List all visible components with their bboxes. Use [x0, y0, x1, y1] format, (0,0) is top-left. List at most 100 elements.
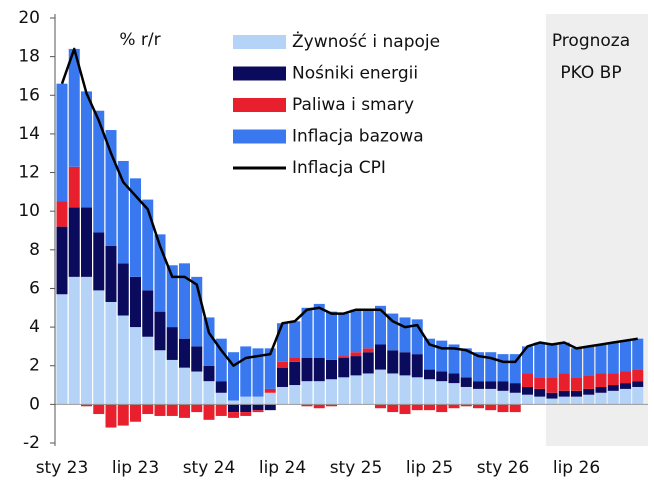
bar-segment [326, 311, 337, 360]
bar-segment [289, 385, 301, 405]
bar-segment [485, 404, 497, 411]
bar-segment [497, 381, 509, 391]
bar-segment [448, 383, 460, 405]
x-tick-label: sty 24 [183, 458, 236, 478]
bar-segment [191, 371, 203, 405]
bar-segment [338, 377, 350, 405]
bar-segment [399, 317, 411, 353]
x-tick-label: sty 26 [477, 458, 530, 478]
bar-segment [240, 396, 252, 405]
bar-segment [583, 394, 595, 405]
bar-segment [93, 290, 105, 405]
bar-segment [154, 311, 166, 351]
bar-segment [485, 352, 497, 382]
bar-segment [620, 388, 631, 405]
bar-segment [93, 232, 105, 291]
bar-segment [203, 404, 215, 420]
bar-segment [105, 404, 117, 428]
legend-swatch [233, 35, 286, 49]
bar-segment [558, 342, 570, 374]
bar-segment [399, 404, 411, 415]
bar-segment [558, 390, 570, 397]
bar-segment [191, 276, 203, 347]
bar-segment [632, 338, 644, 370]
bar-segment [436, 340, 448, 372]
bar-segment [632, 386, 644, 405]
bar-segment [68, 48, 80, 167]
bar-segment [424, 404, 435, 411]
bar-segment [571, 396, 582, 405]
legend-swatch [233, 98, 286, 112]
bar-segment [240, 412, 252, 416]
bar-segment [191, 346, 203, 372]
bar-segment [497, 390, 509, 405]
bar-segment [326, 359, 337, 380]
bar-segment [424, 338, 435, 370]
bar-segment [375, 344, 386, 370]
bar-segment [485, 381, 497, 389]
y-tick-label: 18 [18, 47, 40, 67]
bar-segment [68, 166, 80, 208]
bar-segment [607, 373, 619, 386]
bar-segment [289, 321, 301, 358]
bar-segment [546, 392, 558, 399]
bar-segment [534, 377, 546, 389]
bar-segment [81, 207, 92, 277]
bar-segment [522, 346, 533, 374]
bar-segment [534, 396, 546, 405]
bar-segment [338, 358, 350, 378]
bar-segment [375, 404, 386, 409]
bar-segment [509, 404, 521, 413]
bar-segment [93, 404, 105, 415]
bar-segment [350, 309, 362, 353]
bar-segment [105, 130, 117, 246]
bar-segment [522, 386, 533, 395]
bar-segment [399, 352, 411, 376]
bar-segment [583, 346, 595, 376]
bar-segment [399, 375, 411, 405]
y-tick-label: 2 [29, 356, 40, 376]
y-tick-label: 16 [18, 85, 40, 105]
x-tick-label: lip 24 [259, 458, 306, 478]
x-tick-label: sty 25 [330, 458, 383, 478]
bar-segment [485, 388, 497, 405]
bar-segment [301, 381, 313, 405]
bar-segment [460, 386, 472, 405]
cpi-line [60, 47, 638, 367]
bar-segment [240, 404, 252, 413]
bar-segment [264, 404, 276, 411]
bar-segment [411, 377, 423, 405]
bar-segment [424, 379, 435, 405]
bar-segment [509, 392, 521, 405]
bar-segment [558, 396, 570, 405]
bar-segment [313, 303, 325, 358]
bar-segment [411, 404, 423, 411]
bar-segment [387, 313, 399, 351]
bar-segment [56, 226, 68, 295]
bar-segment [301, 404, 313, 407]
bar-segment [583, 375, 595, 389]
bar-segment [313, 381, 325, 405]
bar-segment [154, 404, 166, 416]
bar-segment [497, 404, 509, 413]
bar-segment [215, 381, 227, 393]
x-tick-label: sty 23 [36, 458, 89, 478]
unit-label: % r/r [119, 30, 160, 50]
bar-segment [142, 290, 154, 337]
bar-segment [166, 359, 178, 405]
bar-segment [252, 396, 264, 405]
bar-segment [522, 394, 533, 405]
bar-segment [387, 404, 399, 413]
bar-segment [93, 110, 105, 233]
bar-segment [460, 377, 472, 387]
bar-segment [338, 313, 350, 357]
bar-segment [252, 348, 264, 397]
bar-segment [546, 344, 558, 378]
y-tick-label: -2 [23, 433, 40, 453]
legend-label: Inflacja CPI [292, 158, 386, 178]
bar-segment [595, 386, 607, 393]
bar-segment [203, 317, 215, 366]
bar-segment [473, 388, 484, 405]
bar-segment [179, 404, 190, 418]
bar-segment [252, 410, 264, 413]
